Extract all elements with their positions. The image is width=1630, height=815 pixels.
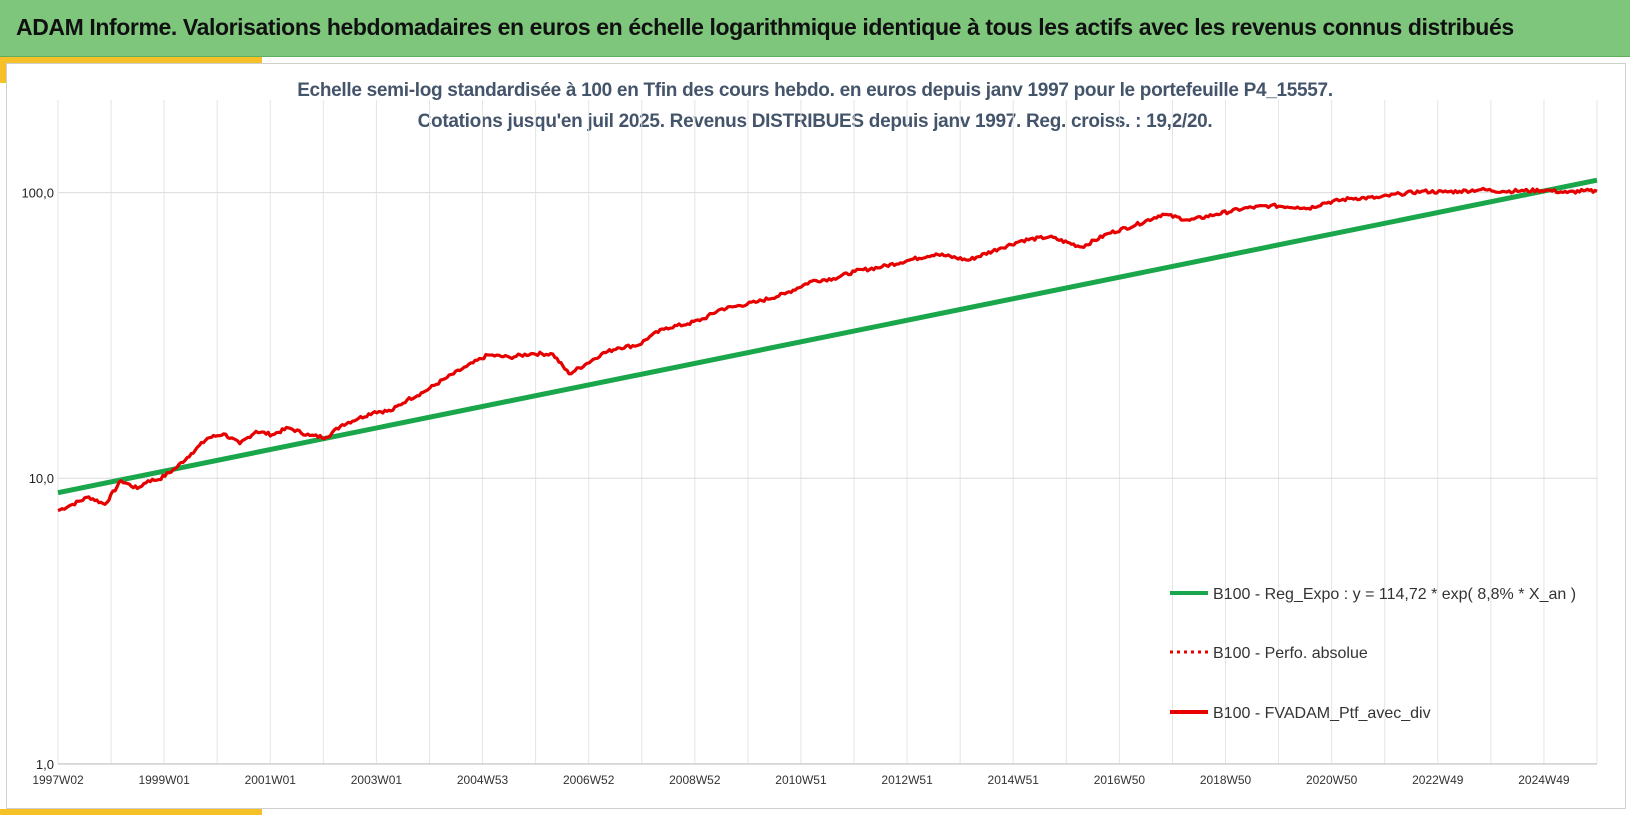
y-axis: 1,0 10,0 100,0 xyxy=(21,186,54,772)
x-tick-label: 2016W50 xyxy=(1094,773,1146,787)
x-tick-label: 2003W01 xyxy=(351,773,403,787)
x-tick-label: 2001W01 xyxy=(245,773,297,787)
accent-bar-bottom xyxy=(0,809,262,815)
legend-label: B100 - Perfo. absolue xyxy=(1213,645,1368,662)
x-tick-label: 2018W50 xyxy=(1200,773,1252,787)
x-tick-label: 2008W52 xyxy=(669,773,721,787)
x-tick-label: 2022W49 xyxy=(1412,773,1464,787)
grid-lines xyxy=(57,100,1598,765)
y-tick-label: 100,0 xyxy=(21,186,54,201)
series-line-portfolio xyxy=(57,186,1598,513)
x-tick-label: 2020W50 xyxy=(1306,773,1358,787)
x-axis: 1997W02 1999W01 2001W01 2003W01 2004W53 2006W… xyxy=(32,773,1570,787)
accent-bar-left xyxy=(0,57,6,83)
page-title: ADAM Informe. Valorisations hebdomadaire… xyxy=(16,14,1514,40)
chart-subtitle: Cotations jusqu'en juil 2025. Revenus DI… xyxy=(417,111,1213,132)
series-lines xyxy=(57,177,1598,513)
x-tick-label: 1997W02 xyxy=(32,773,84,787)
x-tick-label: 2004W53 xyxy=(457,773,509,787)
x-tick-label: 2006W52 xyxy=(563,773,615,787)
legend-label: B100 - Reg_Expo : y = 114,72 * exp( 8,8%… xyxy=(1213,586,1576,603)
chart-title: Echelle semi-log standardisée à 100 en T… xyxy=(297,80,1333,101)
accent-bar-top xyxy=(0,57,262,63)
series-line-regression xyxy=(57,177,1598,496)
header-banner: ADAM Informe. Valorisations hebdomadaire… xyxy=(0,0,1630,57)
legend: B100 - Reg_Expo : y = 114,72 * exp( 8,8%… xyxy=(1170,586,1576,722)
y-tick-label: 10,0 xyxy=(29,471,54,486)
x-tick-label: 2010W51 xyxy=(775,773,827,787)
y-tick-label: 1,0 xyxy=(36,757,54,772)
chart-frame xyxy=(6,63,1626,809)
x-tick-label: 2024W49 xyxy=(1518,773,1570,787)
x-tick-label: 1999W01 xyxy=(138,773,190,787)
legend-label: B100 - FVADAM_Ptf_avec_div xyxy=(1213,705,1431,722)
x-tick-label: 2014W51 xyxy=(988,773,1040,787)
x-tick-label: 2012W51 xyxy=(881,773,933,787)
